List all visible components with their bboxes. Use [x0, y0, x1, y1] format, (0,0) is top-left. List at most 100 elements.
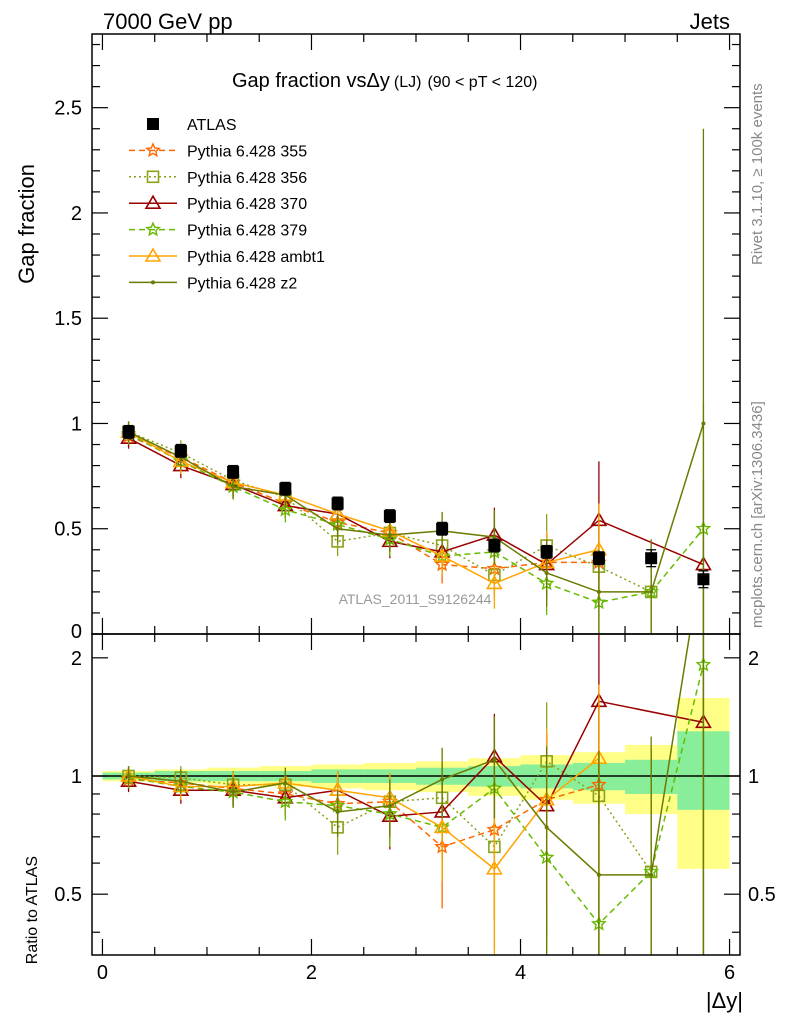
legend-entry-pythia-6-428-356: Pythia 6.428 356	[129, 170, 307, 187]
main-series-layer	[120, 128, 712, 634]
main-data-point	[174, 444, 187, 457]
ratio-series-line	[128, 634, 691, 876]
ratio-data-point	[126, 774, 131, 779]
main-data-point	[492, 535, 497, 540]
header-category-label: Jets	[690, 9, 730, 34]
main-y-tick-label: 2	[71, 203, 82, 225]
main-series-pythia-6-428-370	[120, 427, 712, 634]
main-y-tick-label: 0.5	[54, 519, 82, 541]
main-data-point	[227, 465, 240, 478]
ratio-series-line	[128, 664, 705, 926]
x-tick-label: 4	[515, 962, 526, 984]
x-tick-label: 0	[97, 962, 108, 984]
legend-label: Pythia 6.428 356	[187, 170, 307, 187]
rivet-version-label: Rivet 3.1.10, ≥ 100k events	[749, 83, 766, 265]
ratio-y-tick-label-right: 2	[748, 648, 759, 670]
ratio-series-pythia-6-428-355	[120, 701, 607, 955]
main-y-tick-label: 1	[71, 413, 82, 435]
legend-label: Pythia 6.428 379	[187, 223, 307, 240]
legend-marker	[144, 247, 162, 262]
legend: ATLAS Pythia 6.428 355 Pythia 6.428 356 Pyt…	[129, 117, 325, 292]
ratio-y-tick-label-left: 2	[71, 648, 82, 670]
legend-entry-pythia-6-428-z2: Pythia 6.428 z2	[129, 275, 297, 292]
ratio-axes: 0.5 0.5 1 1 2 2 0 2 4 6	[54, 633, 776, 984]
legend-label: Pythia 6.428 355	[187, 143, 307, 160]
chart-title-selection: (LJ)	[394, 74, 422, 91]
header-energy-label: 7000 GeV pp	[103, 9, 233, 34]
legend-marker	[145, 142, 161, 158]
main-y-tick-label-zero: 0	[71, 621, 82, 643]
main-data-point	[488, 539, 501, 552]
ratio-series-pythia-6-428-z2	[126, 634, 705, 955]
main-data-point	[645, 552, 658, 565]
ratio-series-pythia-6-428-ambt1	[120, 684, 608, 955]
main-series-atlas	[122, 424, 710, 589]
ratio-panel	[102, 698, 730, 869]
ratio-y-tick-label-left: 1	[71, 766, 82, 788]
legend-label: Pythia 6.428 ambt1	[187, 249, 325, 266]
legend-label: Pythia 6.428 370	[187, 196, 307, 213]
main-y-tick-label: 2.5	[54, 98, 82, 120]
main-data-point	[122, 425, 135, 438]
main-data-point	[335, 526, 340, 531]
main-series-pythia-6-428-355	[120, 425, 607, 605]
main-data-point	[592, 552, 605, 565]
ratio-data-point	[335, 809, 340, 814]
main-series-line	[128, 437, 704, 566]
main-data-point	[697, 573, 710, 586]
x-axis-label: |Δy|	[706, 988, 743, 1013]
ratio-y-axis-label: Ratio to ATLAS	[24, 856, 41, 964]
x-tick-label: 2	[306, 962, 317, 984]
main-data-point	[649, 589, 654, 594]
legend-label: ATLAS	[187, 117, 237, 134]
analysis-watermark: ATLAS_2011_S9126244	[339, 591, 492, 607]
main-data-point	[701, 421, 706, 426]
main-data-point	[433, 547, 451, 562]
legend-entry-atlas: ATLAS	[147, 117, 237, 134]
legend-label: Pythia 6.428 z2	[187, 275, 297, 292]
main-y-axis-label: Gap fraction	[14, 164, 39, 284]
ratio-data-point	[178, 779, 183, 784]
main-y-tick-label: 1.5	[54, 308, 82, 330]
legend-marker	[146, 170, 160, 184]
legend-entry-pythia-6-428-379: Pythia 6.428 379	[129, 221, 307, 240]
main-series-line	[128, 433, 704, 604]
x-tick-label: 6	[724, 962, 735, 984]
ratio-data-point	[277, 793, 294, 809]
ratio-data-point	[387, 803, 392, 808]
chart-title: Gap fraction vsΔy (LJ) (90 < pT < 120)	[232, 70, 537, 92]
ratio-y-tick-label-left: 0.5	[54, 884, 82, 906]
main-data-point	[436, 522, 449, 535]
main-data-point	[540, 545, 553, 558]
main-data-point	[383, 510, 396, 523]
ratio-data-point	[596, 872, 601, 877]
ratio-data-point	[283, 780, 288, 785]
ratio-data-point	[231, 790, 236, 795]
mcplots-credit-label: mcplots.cern.ch [arXiv:1306.3436]	[749, 401, 766, 628]
legend-marker	[147, 118, 159, 130]
main-data-point	[596, 589, 601, 594]
chart-title-symbol: Δy	[367, 70, 390, 92]
main-data-point	[279, 482, 292, 495]
ratio-y-tick-label-right: 1	[748, 766, 759, 788]
main-series-line	[128, 423, 705, 593]
main-data-point	[331, 497, 344, 510]
main-series-pythia-6-428-ambt1	[120, 421, 608, 609]
legend-marker	[151, 280, 155, 285]
main-series-pythia-6-428-379	[120, 402, 712, 634]
main-data-point	[544, 570, 549, 575]
ratio-data-point	[433, 818, 451, 834]
main-data-point	[387, 533, 392, 538]
ratio-data-point	[544, 825, 549, 830]
main-data-point	[231, 484, 236, 489]
chart-title-cut: (90 < pT < 120)	[427, 74, 537, 91]
ratio-data-point	[485, 860, 503, 875]
ratio-series-layer	[92, 634, 740, 955]
ratio-data-point	[649, 872, 654, 877]
main-series-line	[128, 435, 599, 570]
main-data-point	[485, 574, 503, 590]
legend-entry-pythia-6-428-370: Pythia 6.428 370	[129, 194, 307, 213]
legend-marker	[144, 194, 162, 209]
chart-title-main: Gap fraction vs	[232, 70, 367, 92]
